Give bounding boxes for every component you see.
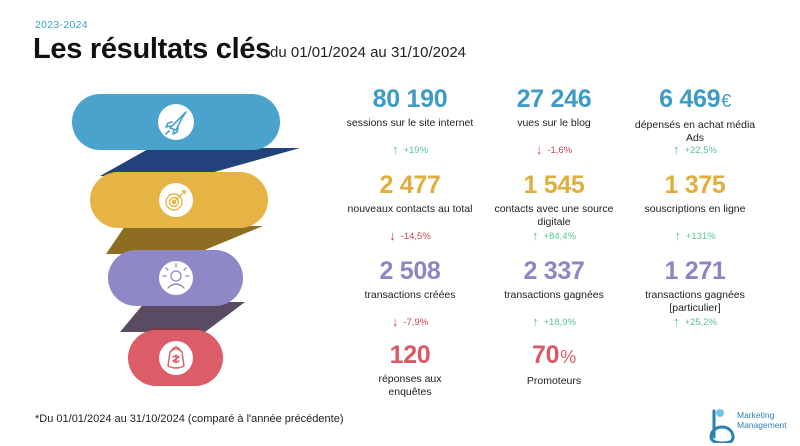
logo-text: Marketing Management	[737, 410, 787, 430]
metric-value: 2 337	[523, 257, 585, 285]
metric-change: ↑ +22,5%	[630, 142, 760, 157]
metric-change: ↑ +19%	[345, 142, 475, 157]
metric-change: ↑ +131%	[630, 228, 760, 243]
metric-sessions: 80 190 sessions sur le site internet ↑ +…	[345, 84, 475, 156]
metric-value: 70%	[532, 341, 576, 369]
metric-tx-created: 2 508 transactions créées ↓ -7,9%	[345, 256, 475, 328]
metric-label: transactions créées	[364, 289, 456, 301]
metric-change: ↑ +25,2%	[630, 314, 760, 329]
funnel-connector-1	[100, 148, 300, 176]
metric-label: vues sur le blog	[517, 117, 591, 129]
metric-change: ↓ -7,9%	[345, 314, 475, 329]
metric-promoters: 70% Promoteurs	[489, 340, 619, 388]
metric-label: contacts avec une source digitale	[494, 203, 614, 228]
metric-label: sessions sur le site internet	[346, 117, 474, 129]
metric-value: 1 271	[664, 257, 726, 285]
arrow-down-icon: ↓	[389, 228, 396, 243]
change-value: +131%	[685, 230, 716, 242]
rocket-icon	[165, 111, 187, 135]
metric-tx-won: 2 337 transactions gagnées ↑ +18,9%	[489, 256, 619, 328]
metric-label: souscriptions en ligne	[644, 203, 746, 215]
metric-label: nouveaux contacts au total	[347, 203, 473, 215]
page-title: Les résultats clés	[33, 33, 272, 65]
date-range-subtitle: du 01/01/2024 au 31/10/2024	[270, 44, 467, 61]
change-value: +22,5%	[684, 144, 718, 156]
target-icon	[165, 190, 186, 211]
year-label: 2023-2024	[35, 19, 88, 31]
metric-label: Promoteurs	[526, 375, 582, 387]
change-value: +19%	[403, 144, 429, 156]
arrow-up-icon: ↑	[673, 142, 680, 157]
metric-label: transactions gagnées [particulier]	[645, 289, 745, 314]
arrow-down-icon: ↓	[391, 314, 399, 329]
metric-survey: 120 réponses aux enquêtes	[345, 340, 475, 398]
metric-tx-won-private: 1 271 transactions gagnées [particulier]…	[630, 256, 760, 328]
change-value: -14,5%	[400, 230, 431, 242]
metric-value: 27 246	[516, 85, 592, 113]
metric-value: 2 508	[379, 257, 441, 285]
change-value: +25,2%	[684, 316, 718, 328]
metric-value: 80 190	[372, 85, 448, 113]
arrow-up-icon: ↑	[674, 228, 681, 243]
change-value: +84,4%	[543, 230, 577, 242]
metric-new-contacts: 2 477 nouveaux contacts au total ↓ -14,5…	[345, 170, 475, 242]
metric-value: 6 469€	[659, 85, 731, 113]
metric-value: 1 545	[523, 171, 585, 199]
change-value: -1,6%	[547, 144, 573, 156]
arrow-up-icon: ↑	[391, 142, 399, 157]
funnel-connector-3	[120, 302, 245, 332]
metric-change: ↓ -1,6%	[489, 142, 619, 157]
arrow-up-icon: ↑	[532, 314, 539, 329]
footnote: *Du 01/01/2024 au 31/10/2024 (comparé à …	[35, 413, 344, 425]
arrow-down-icon: ↓	[535, 142, 543, 157]
metric-change: ↑ +18,9%	[489, 314, 619, 329]
change-value: -7,9%	[403, 316, 429, 328]
metric-value: 120	[389, 341, 431, 369]
metric-digital-contacts: 1 545 contacts avec une source digitale …	[489, 170, 619, 242]
change-value: +18,9%	[543, 316, 577, 328]
metric-label: transactions gagnées	[504, 289, 604, 301]
metric-subscriptions: 1 375 souscriptions en ligne ↑ +131%	[630, 170, 760, 242]
metric-label: dépensés en achat média Ads	[634, 119, 756, 144]
metric-blog-views: 27 246 vues sur le blog ↓ -1,6%	[489, 84, 619, 156]
metric-value: 2 477	[379, 171, 441, 199]
metric-change: ↑ +84,4%	[489, 228, 619, 243]
funnel-diagram	[72, 94, 300, 386]
arrow-up-icon: ↑	[673, 314, 680, 329]
funnel-connector-2	[106, 226, 263, 254]
company-logo	[709, 409, 735, 443]
bag-icon	[167, 346, 185, 369]
people-icon	[162, 263, 190, 289]
metric-value: 1 375	[664, 171, 726, 199]
metric-change: ↓ -14,5%	[345, 228, 475, 243]
metric-ads: 6 469€ dépensés en achat média Ads ↑ +22…	[630, 84, 760, 156]
metric-label: réponses aux enquêtes	[378, 373, 442, 398]
arrow-up-icon: ↑	[532, 228, 539, 243]
